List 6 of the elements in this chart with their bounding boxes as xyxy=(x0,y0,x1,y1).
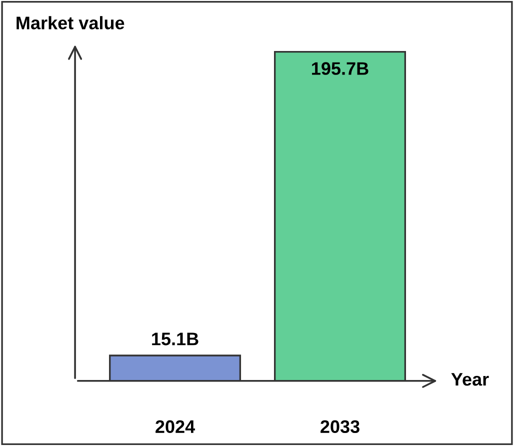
y-axis-title: Market value xyxy=(16,16,124,30)
data-label: 15.1B xyxy=(152,332,198,346)
x-axis-title: Year xyxy=(451,373,489,386)
x-tick-label: 2033 xyxy=(320,420,360,434)
data-label: 195.7B xyxy=(312,62,368,75)
x-tick-label: 2024 xyxy=(156,420,196,434)
